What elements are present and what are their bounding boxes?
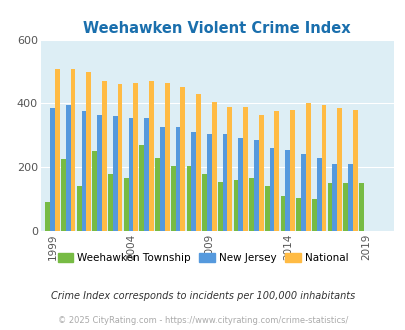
Bar xyxy=(316,158,321,231)
Bar xyxy=(81,112,86,231)
Bar xyxy=(352,110,357,231)
Bar xyxy=(77,186,81,231)
Bar xyxy=(117,84,122,231)
Bar xyxy=(45,202,50,231)
Bar xyxy=(327,183,332,231)
Bar xyxy=(321,105,326,231)
Bar xyxy=(343,183,347,231)
Bar xyxy=(171,166,175,231)
Bar xyxy=(186,166,191,231)
Bar xyxy=(211,102,216,231)
Bar xyxy=(86,72,91,231)
Bar xyxy=(233,180,238,231)
Bar xyxy=(180,87,185,231)
Text: © 2025 CityRating.com - https://www.cityrating.com/crime-statistics/: © 2025 CityRating.com - https://www.city… xyxy=(58,316,347,325)
Bar xyxy=(285,150,290,231)
Bar xyxy=(191,132,196,231)
Bar xyxy=(196,94,200,231)
Bar xyxy=(280,196,285,231)
Bar xyxy=(61,159,66,231)
Text: Crime Index corresponds to incidents per 100,000 inhabitants: Crime Index corresponds to incidents per… xyxy=(51,291,354,301)
Bar xyxy=(301,154,305,231)
Legend: Weehawken Township, New Jersey, National: Weehawken Township, New Jersey, National xyxy=(53,249,352,267)
Bar xyxy=(222,134,227,231)
Bar xyxy=(337,108,341,231)
Bar xyxy=(124,178,128,231)
Bar xyxy=(264,186,269,231)
Bar xyxy=(249,178,254,231)
Bar xyxy=(238,139,243,231)
Bar xyxy=(332,164,337,231)
Bar xyxy=(128,118,133,231)
Bar xyxy=(227,107,232,231)
Bar xyxy=(254,140,258,231)
Bar xyxy=(311,199,316,231)
Bar xyxy=(274,112,279,231)
Bar xyxy=(296,197,301,231)
Bar xyxy=(358,183,363,231)
Bar xyxy=(217,182,222,231)
Bar xyxy=(207,134,211,231)
Bar xyxy=(113,116,117,231)
Bar xyxy=(243,107,247,231)
Bar xyxy=(102,81,107,231)
Bar xyxy=(92,151,97,231)
Bar xyxy=(50,108,55,231)
Bar xyxy=(269,148,274,231)
Bar xyxy=(258,115,263,231)
Title: Weehawken Violent Crime Index: Weehawken Violent Crime Index xyxy=(83,21,350,36)
Bar xyxy=(290,110,294,231)
Bar xyxy=(164,82,169,231)
Bar xyxy=(66,105,70,231)
Bar xyxy=(139,145,144,231)
Bar xyxy=(97,115,102,231)
Bar xyxy=(202,174,207,231)
Bar xyxy=(149,81,153,231)
Bar xyxy=(133,82,138,231)
Bar xyxy=(175,127,180,231)
Bar xyxy=(144,118,149,231)
Bar xyxy=(155,158,160,231)
Bar xyxy=(70,69,75,231)
Bar xyxy=(160,127,164,231)
Bar xyxy=(108,174,113,231)
Bar xyxy=(347,164,352,231)
Bar xyxy=(55,69,60,231)
Bar xyxy=(305,103,310,231)
